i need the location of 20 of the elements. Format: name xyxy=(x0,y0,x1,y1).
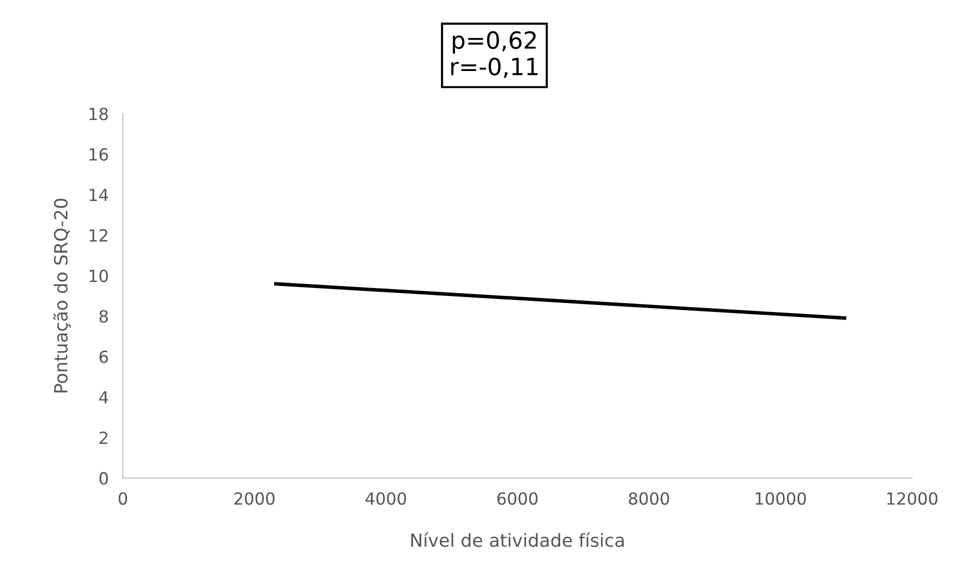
y-tick-label: 10 xyxy=(90,270,108,282)
y-tick-label: 18 xyxy=(90,108,108,120)
y-tick-label: 14 xyxy=(90,188,108,201)
x-tick-label: 12000 xyxy=(887,492,938,505)
y-tick-label: 2 xyxy=(100,432,108,444)
x-tick-label: 8000 xyxy=(628,492,670,505)
y-tick-label: 0 xyxy=(99,472,108,485)
x-tick-label: 2000 xyxy=(234,492,274,505)
y-tick-label: 4 xyxy=(99,391,108,404)
x-tick-label: 10000 xyxy=(756,492,806,505)
x-tick-label: 4000 xyxy=(366,492,406,505)
text: p=0,62 r=-0,11 xyxy=(451,31,538,78)
y-tick-label: 6 xyxy=(100,350,108,364)
x-tick-label: 6000 xyxy=(497,492,538,505)
y-tick-label: 12 xyxy=(90,229,108,242)
y-tick-label: 8 xyxy=(100,310,108,323)
x-axis-title: Nível de atividade física xyxy=(411,532,624,548)
x-tick-label: 0 xyxy=(118,492,128,505)
y-tick-label: 16 xyxy=(90,148,108,161)
y-axis-title: Pontuação do SRQ-20 xyxy=(53,198,71,392)
